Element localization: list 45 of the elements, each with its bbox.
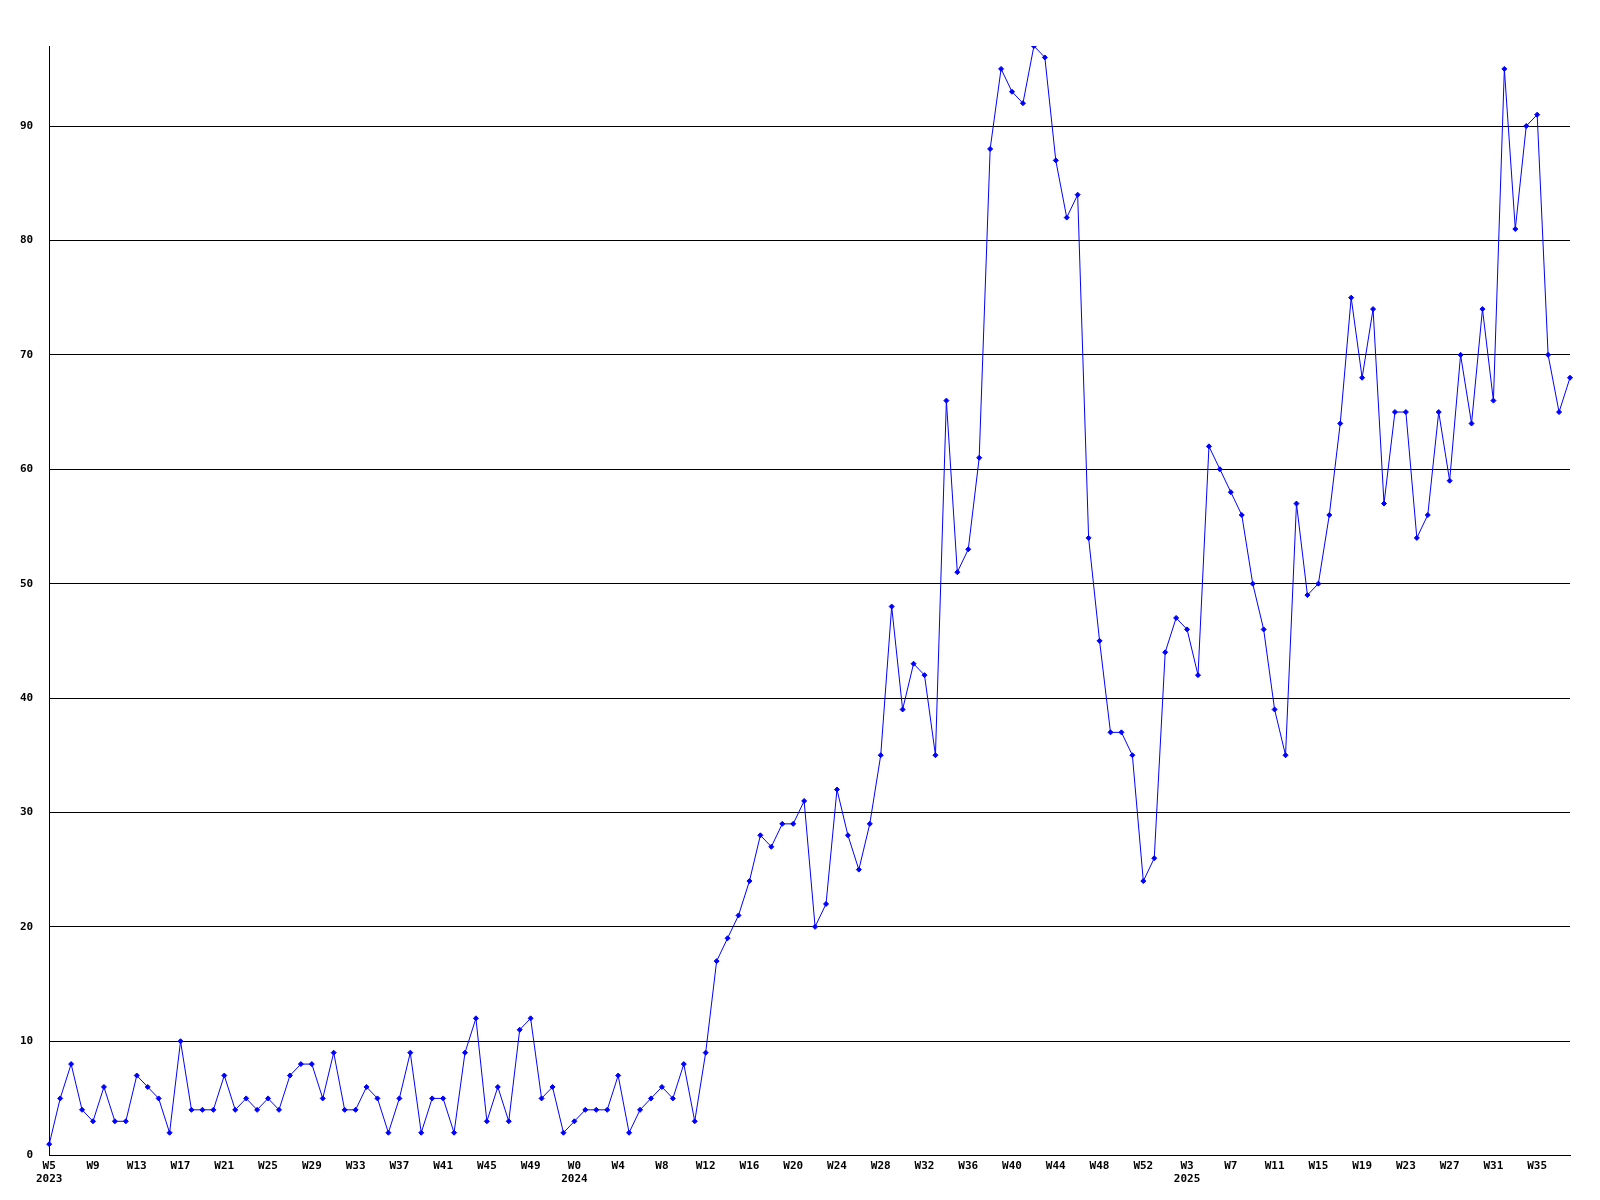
x-tick-label: W17: [170, 1159, 191, 1173]
y-tick-label: 10: [20, 1034, 34, 1048]
x-tick-label: W37: [389, 1159, 410, 1173]
x-tick-label: W32: [914, 1159, 935, 1173]
x-tick-label: W52: [1133, 1159, 1154, 1173]
x-tick-label: W12: [695, 1159, 716, 1173]
y-tick-label: 0: [26, 1148, 34, 1162]
x-tick-label: W3 2025: [1173, 1159, 1201, 1186]
y-tick-label: 90: [20, 118, 34, 132]
x-tick-label: W49: [520, 1159, 541, 1173]
x-tick-label: W29: [301, 1159, 322, 1173]
x-tick-label: W28: [870, 1159, 891, 1173]
x-tick-label: W20: [783, 1159, 804, 1173]
x-tick-label: W9: [86, 1159, 100, 1173]
x-tick-label: W36: [958, 1159, 979, 1173]
y-tick-label: 60: [20, 462, 34, 476]
x-tick-label: W35: [1527, 1159, 1548, 1173]
x-tick-label: W4: [611, 1159, 626, 1173]
y-tick-label: 40: [20, 690, 34, 704]
x-tick-label: W41: [433, 1159, 454, 1173]
x-tick-label: W13: [126, 1159, 147, 1173]
x-tick-label: W23: [1395, 1159, 1416, 1173]
x-tick-label: W21: [214, 1159, 235, 1173]
y-tick-label: 50: [20, 576, 34, 590]
x-tick-label: W40: [1002, 1159, 1022, 1173]
x-tick-label: W25: [258, 1159, 278, 1173]
x-tick-label: W16: [739, 1159, 760, 1173]
x-tick-label: W48: [1089, 1159, 1110, 1173]
x-tick-label: W19: [1352, 1159, 1373, 1173]
y-tick-label: 80: [20, 233, 34, 247]
x-tick-label: W0 2024: [561, 1159, 589, 1186]
x-tick-label: W5 2023: [36, 1159, 63, 1186]
x-tick-label: W45: [476, 1159, 497, 1173]
x-tick-label: W24: [827, 1159, 848, 1173]
x-tick-label: W11: [1264, 1159, 1285, 1173]
x-tick-label: W8: [655, 1159, 669, 1173]
y-tick-label: 30: [20, 805, 34, 819]
y-tick-label: 20: [20, 919, 34, 933]
x-tick-label: W44: [1045, 1159, 1067, 1173]
x-tick-label: W33: [345, 1159, 366, 1173]
x-tick-label: W7: [1224, 1159, 1238, 1173]
y-tick-label: 70: [20, 347, 34, 361]
x-tick-label: W27: [1439, 1159, 1460, 1173]
x-tick-label: W15: [1308, 1159, 1329, 1173]
x-tick-label: W31: [1483, 1159, 1504, 1173]
